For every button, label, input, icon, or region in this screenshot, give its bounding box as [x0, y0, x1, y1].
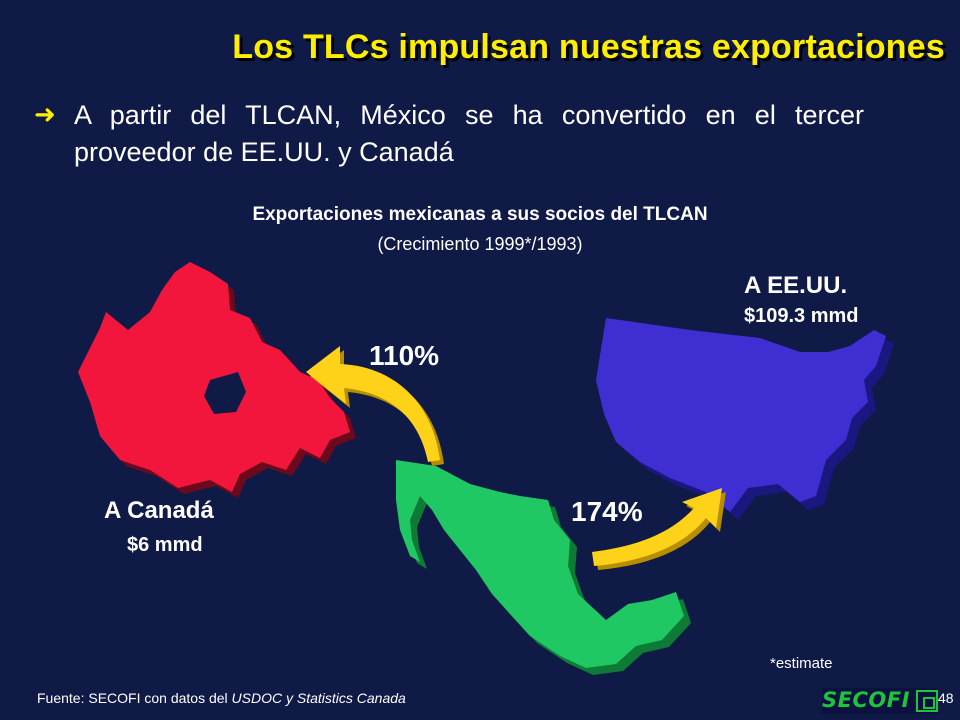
page-number: 48: [938, 690, 954, 706]
chart-title: Exportaciones mexicanas a sus socios del…: [252, 204, 708, 225]
bullet-text: A partir del TLCAN, México se ha convert…: [74, 100, 864, 168]
canada-value: $6 mmd: [127, 534, 203, 556]
usa-value: $109.3 mmd: [744, 305, 859, 327]
slide-title: Los TLCs impulsan nuestras exportaciones: [232, 28, 945, 66]
canada-shape: [78, 262, 350, 492]
arrow-to-canada-icon: [306, 346, 444, 466]
secofi-logo: SECOFI: [822, 688, 938, 714]
logo-mark-icon: [916, 690, 938, 712]
usa-growth: 174%: [571, 496, 643, 527]
estimate-note: *estimate: [770, 655, 833, 672]
source-prefix: Fuente: SECOFI con datos del: [37, 690, 232, 706]
source-italic: USDOC y Statistics Canada: [231, 690, 406, 706]
source-note: Fuente: SECOFI con datos del USDOC y Sta…: [37, 690, 406, 706]
logo-text: SECOFI: [822, 688, 910, 712]
mexico-shape: [396, 460, 684, 668]
canada-map: [78, 262, 356, 498]
mexico-map: [396, 460, 691, 675]
arrow-right-icon: ➜: [34, 99, 56, 129]
usa-map: [596, 318, 894, 520]
chart-subtitle: (Crecimiento 1999*/1993): [377, 234, 583, 254]
canada-growth: 110%: [369, 340, 440, 371]
bullet-point: ➜ A partir del TLCAN, México se ha conve…: [34, 97, 864, 172]
usa-shape: [596, 318, 886, 512]
canada-label: A Canadá: [104, 497, 214, 524]
usa-label: A EE.UU.: [744, 272, 848, 299]
arrow-to-usa-icon: [592, 488, 726, 570]
